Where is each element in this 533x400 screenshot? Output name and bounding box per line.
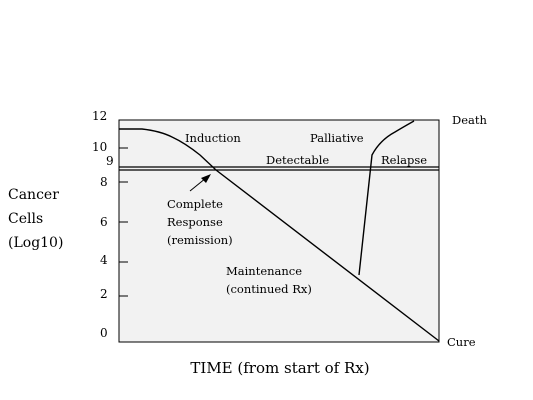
palliative-label: Palliative: [310, 131, 364, 145]
y-tick-label: 6: [100, 215, 108, 229]
complete-response-label-line: (remission): [167, 233, 233, 247]
relapse-curve: [358, 120, 415, 276]
y-axis-label-line: (Log10): [8, 235, 63, 251]
plot-area: [118, 119, 440, 343]
complete-response-label-line: Complete: [167, 197, 223, 211]
remission-arrow-head: [201, 174, 211, 183]
treatment-response-curve: [119, 128, 440, 342]
y-tick-label: 2: [100, 287, 108, 301]
maintenance-label-line: (continued Rx): [226, 282, 312, 296]
y-tick-label: 0: [100, 326, 108, 340]
death-label: Death: [452, 113, 488, 127]
y-axis-label-line: Cancer: [8, 187, 59, 203]
induction-label: Induction: [185, 131, 241, 145]
maintenance-label-line: Maintenance: [226, 264, 302, 278]
x-axis-label: TIME (from start of Rx): [190, 359, 369, 377]
complete-response-label-line: Response: [167, 215, 223, 229]
y-tick-label: 12: [92, 109, 107, 123]
relapse-label: Relapse: [381, 153, 427, 167]
cure-label: Cure: [447, 335, 476, 349]
y-axis-label-line: Cells: [8, 211, 43, 227]
y-tick-marks: [119, 147, 128, 297]
y-tick-label: 8: [100, 175, 108, 189]
y-tick-label: 10: [92, 140, 107, 154]
y-tick-label: 4: [100, 253, 108, 267]
y-tick-label: 9: [106, 154, 114, 168]
detectable-label: Detectable: [266, 153, 329, 167]
